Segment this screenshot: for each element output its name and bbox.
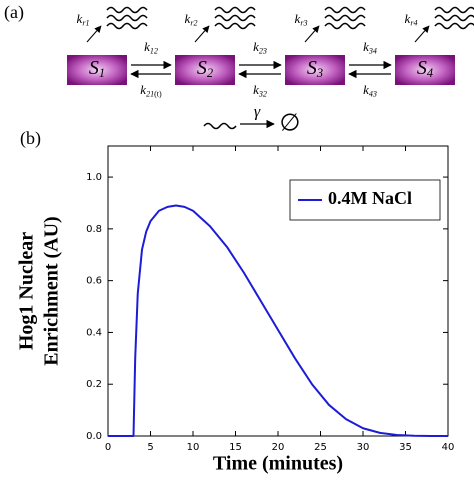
photon-wave: [434, 6, 474, 14]
backward-rate-main: k: [140, 82, 146, 97]
species-label-main: S: [197, 57, 207, 79]
backward-rate-suffix: (t): [154, 89, 162, 98]
panel-label: (a): [4, 2, 24, 23]
photon-wave: [324, 6, 366, 14]
decay-rate: γ: [254, 104, 261, 121]
backward-rate: k43: [363, 82, 377, 98]
species-label-main: S: [307, 57, 317, 79]
forward-rate-sub: 23: [259, 46, 267, 55]
panel-label: (b): [20, 128, 41, 149]
backward-rate-sub: 43: [369, 89, 377, 98]
x-tick-label: 10: [187, 442, 200, 453]
photon-wave: [106, 6, 148, 14]
x-tick-label: 15: [229, 442, 242, 453]
emission-arrow: [86, 25, 102, 43]
legend-label: 0.4M NaCl: [328, 188, 412, 208]
y-axis-label: Hog1 Nuclear: [16, 232, 38, 350]
plot-frame: [107, 145, 449, 437]
photon-wave: [324, 22, 366, 30]
emission-rate: kr1: [77, 11, 90, 27]
emission-arrow: [304, 25, 320, 43]
emission-rate-main: k: [405, 11, 411, 26]
emission-rate-main: k: [185, 11, 191, 26]
backward-rate: k21(t): [140, 82, 162, 98]
photon-wave: [214, 22, 256, 30]
emission-rate-sub: r1: [82, 18, 89, 27]
backward-rate-main: k: [363, 82, 369, 97]
photon-wave: [214, 14, 256, 22]
emission-rate-main: k: [77, 11, 83, 26]
photon-wave: [324, 14, 366, 22]
emission-rate-sub: r3: [300, 18, 307, 27]
species-label-sub: 2: [207, 66, 213, 80]
y-axis-label: Enrichment (AU): [41, 216, 63, 365]
species-box: [285, 55, 345, 85]
photon-wave: [214, 6, 256, 14]
photon-wave: [106, 14, 148, 22]
emission-rate: kr4: [405, 11, 418, 27]
forward-rate-sub: 34: [368, 46, 377, 55]
x-axis-label: Time (minutes): [213, 453, 343, 475]
species-box: [67, 55, 127, 85]
species-label: S1: [89, 57, 105, 80]
data-line: [108, 204, 448, 437]
y-tick-label: 0.8: [86, 224, 102, 235]
species-box: [175, 55, 235, 85]
decay-wave: [203, 122, 237, 130]
y-tick-label: 1.0: [86, 172, 102, 183]
x-tick-label: 30: [357, 442, 370, 453]
photon-wave: [434, 22, 474, 30]
x-tick-label: 35: [399, 442, 412, 453]
y-tick-label: 0.6: [86, 276, 102, 287]
x-tick-label: 25: [314, 442, 327, 453]
x-tick-label: 0: [105, 442, 111, 453]
emission-rate: kr2: [185, 11, 198, 27]
forward-rate: k34: [363, 39, 377, 55]
x-tick-label: 5: [147, 442, 153, 453]
backward-rate-sub: 32: [258, 89, 267, 98]
emission-rate: kr3: [295, 11, 308, 27]
backward-rate-sub: 21: [146, 89, 154, 98]
y-tick-label: 0.4: [86, 327, 102, 338]
forward-rate: k12: [144, 39, 158, 55]
x-tick-label: 20: [272, 442, 285, 453]
species-box: [395, 55, 455, 85]
forward-rate-sub: 12: [150, 46, 158, 55]
emission-rate-sub: r4: [410, 18, 417, 27]
decay-product: ∅: [280, 111, 301, 137]
species-label: S3: [307, 57, 323, 80]
photon-wave: [106, 22, 148, 30]
photon-wave: [434, 14, 474, 22]
emission-arrow: [194, 25, 210, 43]
backward-rate: k32: [253, 82, 267, 98]
forward-rate-main: k: [144, 39, 150, 54]
species-label: S2: [197, 57, 213, 80]
forward-rate-main: k: [363, 39, 369, 54]
species-label-sub: 1: [99, 66, 105, 80]
species-label-sub: 3: [316, 66, 323, 80]
species-label-main: S: [417, 57, 427, 79]
forward-rate: k23: [253, 39, 267, 55]
x-tick-label: 40: [442, 442, 455, 453]
species-label: S4: [417, 57, 433, 80]
species-label-main: S: [89, 57, 99, 79]
backward-rate-main: k: [253, 82, 259, 97]
y-tick-label: 0.0: [86, 431, 102, 442]
forward-rate-main: k: [253, 39, 259, 54]
emission-arrow: [414, 25, 430, 43]
emission-rate-main: k: [295, 11, 301, 26]
emission-rate-sub: r2: [190, 18, 197, 27]
species-label-sub: 4: [427, 66, 433, 80]
y-tick-label: 0.2: [86, 379, 102, 390]
